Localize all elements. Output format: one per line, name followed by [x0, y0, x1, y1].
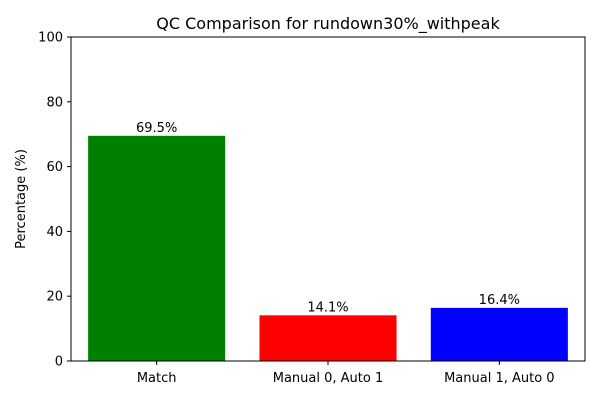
x-tick-label-2: Manual 1, Auto 0	[444, 371, 555, 386]
y-tick-label-0: 0	[55, 355, 63, 370]
bar-value-label-0: 69.5%	[136, 121, 177, 136]
y-tick-label-3: 60	[46, 160, 63, 175]
y-axis-label: Percentage (%)	[14, 149, 29, 249]
y-tick-label-2: 40	[46, 225, 63, 240]
y-tick-label-4: 80	[46, 95, 63, 110]
y-tick-label-1: 20	[46, 290, 63, 305]
bar-2	[430, 307, 568, 361]
chart-title: QC Comparison for rundown30%_withpeak	[156, 14, 500, 34]
bar-1	[259, 315, 397, 361]
bar-0	[88, 135, 226, 361]
x-tick-label-1: Manual 0, Auto 1	[273, 371, 384, 386]
y-tick-label-5: 100	[38, 31, 63, 46]
bar-value-label-1: 14.1%	[307, 300, 348, 315]
bar-value-label-2: 16.4%	[479, 293, 520, 308]
plot-area: 69.5% 14.1% 16.4% 0 20 40 60 80 100 Match Manual 0…	[38, 31, 586, 386]
x-tick-label-0: Match	[137, 371, 177, 386]
